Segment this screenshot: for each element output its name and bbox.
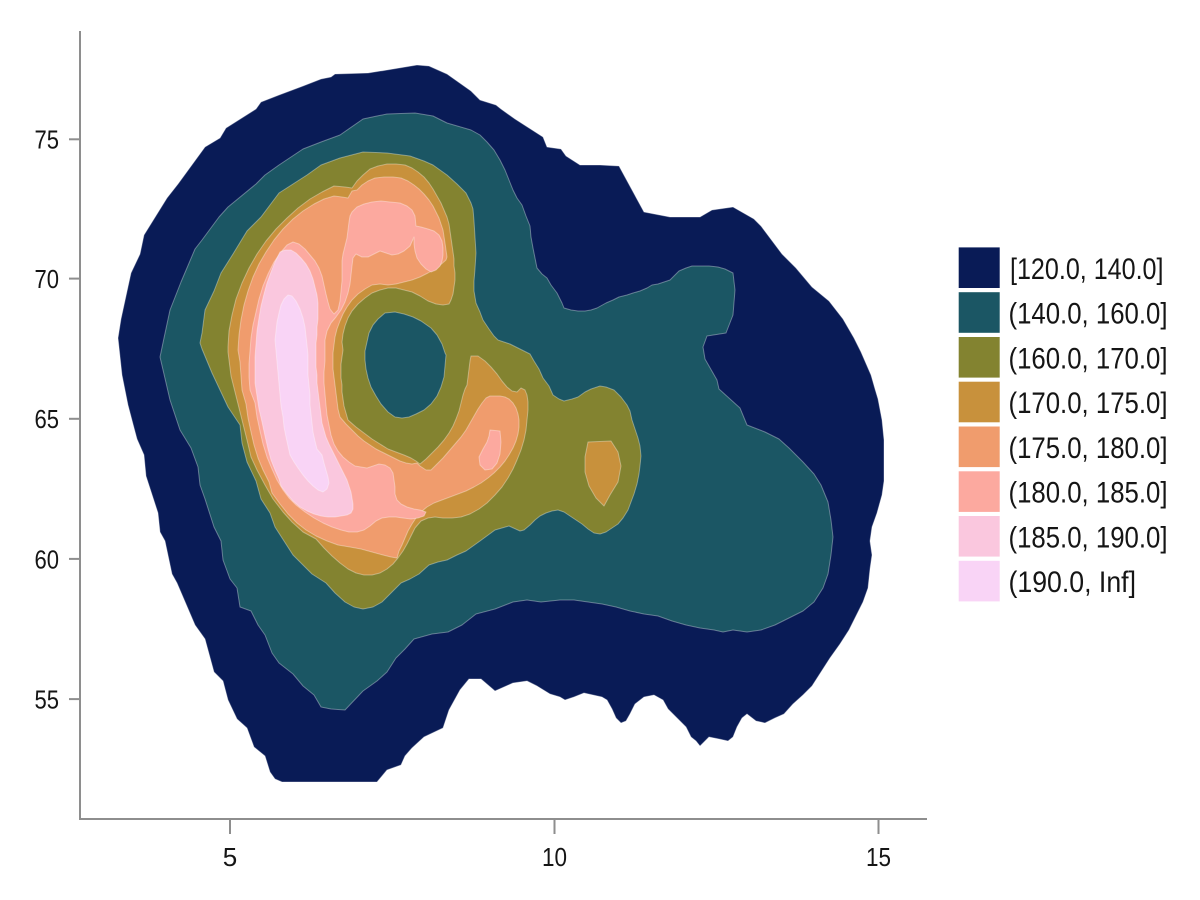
svg-text:15: 15 — [866, 842, 891, 872]
svg-text:(175.0, 180.0]: (175.0, 180.0] — [1009, 432, 1168, 465]
svg-text:(185.0, 190.0]: (185.0, 190.0] — [1009, 521, 1168, 554]
svg-text:5: 5 — [223, 842, 237, 872]
svg-text:65: 65 — [35, 404, 60, 434]
svg-text:75: 75 — [35, 125, 60, 155]
svg-text:(140.0, 160.0]: (140.0, 160.0] — [1009, 298, 1168, 331]
svg-text:(160.0, 170.0]: (160.0, 170.0] — [1009, 342, 1168, 375]
svg-text:60: 60 — [35, 544, 60, 574]
svg-text:(180.0, 185.0]: (180.0, 185.0] — [1009, 477, 1168, 510]
svg-text:55: 55 — [35, 685, 60, 715]
svg-text:10: 10 — [542, 842, 567, 872]
svg-text:(170.0, 175.0]: (170.0, 175.0] — [1009, 387, 1168, 420]
svg-text:(190.0, Inf]: (190.0, Inf] — [1009, 566, 1137, 599]
svg-text:[120.0, 140.0]: [120.0, 140.0] — [1010, 253, 1164, 286]
svg-text:70: 70 — [35, 264, 60, 294]
